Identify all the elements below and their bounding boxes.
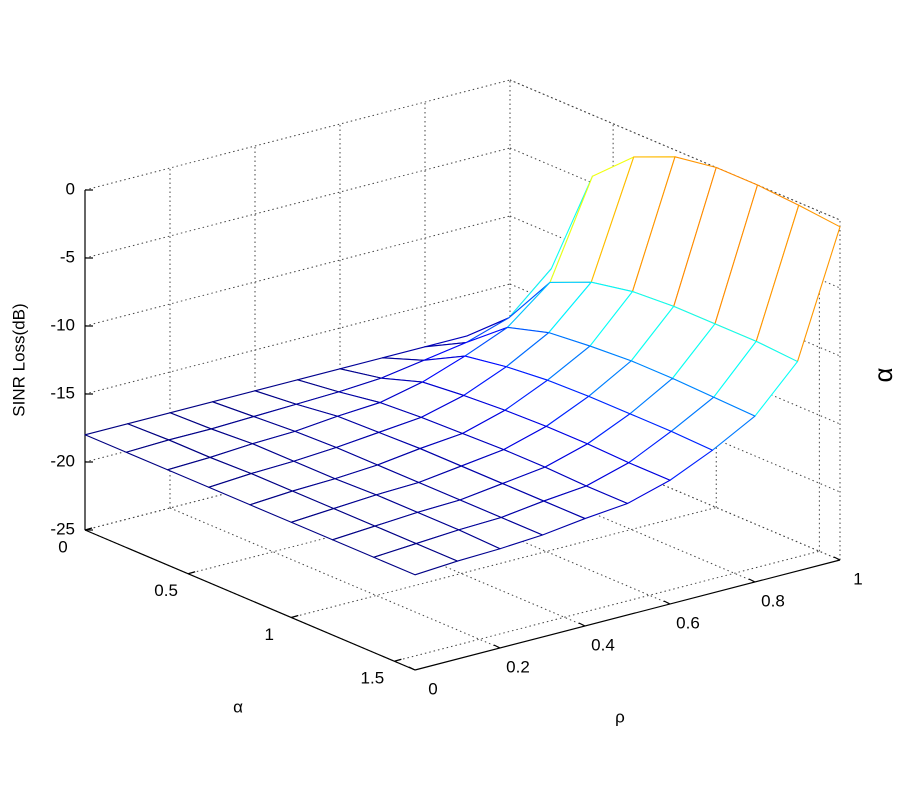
rho-tick bbox=[748, 578, 756, 583]
grid-line bbox=[84, 215, 511, 327]
grid-line bbox=[84, 147, 511, 259]
z-tick-label: -25 bbox=[50, 519, 75, 538]
box-edge bbox=[509, 79, 841, 560]
mesh-cell bbox=[373, 543, 459, 576]
z-tick-label: 0 bbox=[66, 179, 75, 198]
z-tick-label: -15 bbox=[50, 383, 75, 402]
z-tick-label: -5 bbox=[60, 247, 75, 266]
rho-tick-label: 0 bbox=[428, 679, 437, 698]
rho-tick-label: 1 bbox=[853, 569, 862, 588]
rho-tick-label: 0.8 bbox=[761, 591, 785, 610]
grid-line bbox=[394, 550, 820, 662]
rho-tick-label: 0.6 bbox=[676, 613, 700, 632]
alpha-axis bbox=[84, 529, 416, 671]
z-tick-label: -10 bbox=[50, 315, 75, 334]
rho-tick bbox=[663, 600, 671, 605]
rho-tick bbox=[578, 622, 586, 627]
alpha-tick bbox=[187, 571, 196, 575]
rho-axis bbox=[414, 559, 841, 671]
grid-line bbox=[509, 79, 841, 221]
grid-line bbox=[509, 147, 841, 289]
alpha-tick bbox=[394, 658, 402, 662]
grid-line bbox=[291, 507, 717, 618]
rho-axis-label: ρ bbox=[615, 707, 625, 726]
rho-tick bbox=[833, 556, 841, 561]
alpha-tick-label: 0 bbox=[58, 537, 67, 556]
rho-tick bbox=[493, 644, 501, 649]
annotation: α bbox=[868, 367, 898, 382]
alpha-axis-label: α bbox=[233, 697, 243, 716]
alpha-tick-label: 0.5 bbox=[154, 581, 178, 600]
z-tick-label: -20 bbox=[50, 451, 75, 470]
rho-tick-label: 0.4 bbox=[591, 635, 615, 654]
z-axis-label: SINR Loss(dB) bbox=[9, 303, 28, 416]
alpha-tick bbox=[84, 527, 93, 531]
rho-tick bbox=[408, 666, 416, 671]
alpha-tick-label: 1.5 bbox=[361, 669, 385, 688]
rho-tick-label: 0.2 bbox=[506, 657, 530, 676]
alpha-tick-label: 1 bbox=[265, 625, 274, 644]
alpha-tick bbox=[291, 614, 299, 619]
grid-line bbox=[84, 283, 511, 395]
grid-line bbox=[169, 507, 501, 649]
grid-line bbox=[84, 79, 511, 191]
